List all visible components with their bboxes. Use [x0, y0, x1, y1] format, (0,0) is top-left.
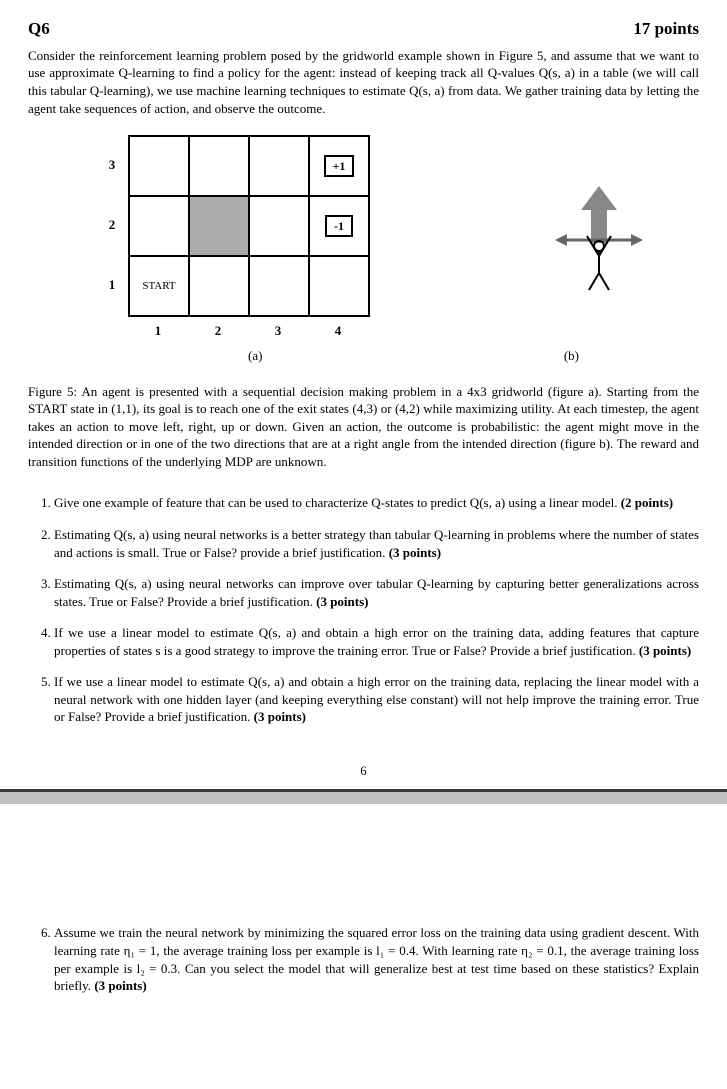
question-text: Estimating Q(s, a) using neural networks… [54, 527, 699, 560]
figure-sublabel-a: (a) [248, 347, 262, 365]
question-points: (2 points) [621, 495, 673, 510]
grid-cell-start: START [129, 256, 189, 316]
question-points: (3 points) [94, 978, 146, 993]
gridworld-y-axis: 3 2 1 [98, 135, 126, 315]
question-points: (3 points) [389, 545, 441, 560]
grid-cell [189, 256, 249, 316]
question-header: Q6 17 points [28, 18, 699, 41]
question-points: 17 points [633, 18, 699, 41]
question-text: Estimating Q(s, a) using neural networks… [54, 576, 699, 609]
question-text: Give one example of feature that can be … [54, 495, 617, 510]
y-axis-label: 2 [98, 195, 126, 255]
grid-cell-exit-plus: +1 [309, 136, 369, 196]
grid-cell [129, 196, 189, 256]
grid-cell-wall [189, 196, 249, 256]
grid-cell [249, 136, 309, 196]
figure-sublabel-row: (a) (b) [28, 345, 699, 365]
question-item: Assume we train the neural network by mi… [54, 924, 699, 994]
question-points: (3 points) [254, 709, 306, 724]
action-diagram [539, 178, 659, 303]
question-text: Assume we train the neural network by mi… [54, 925, 699, 993]
page-separator-shadow [0, 792, 727, 804]
reward-plus: +1 [324, 155, 355, 177]
start-label: START [142, 279, 175, 294]
figure-sublabel-b: (b) [564, 347, 579, 365]
question-item: Estimating Q(s, a) using neural networks… [54, 526, 699, 561]
question-points: (3 points) [316, 594, 368, 609]
question-item: If we use a linear model to estimate Q(s… [54, 673, 699, 726]
figure-caption: Figure 5: An agent is presented with a s… [28, 383, 699, 471]
figure-5: 3 2 1 +1 -1 ST [28, 135, 699, 345]
grid-cell-exit-minus: -1 [309, 196, 369, 256]
x-axis-label: 4 [308, 322, 368, 340]
page-number: 6 [28, 762, 699, 780]
y-axis-label: 1 [98, 255, 126, 315]
x-axis-label: 1 [128, 322, 188, 340]
y-axis-label: 3 [98, 135, 126, 195]
grid-cell [249, 256, 309, 316]
gridworld-x-axis: 1 2 3 4 [128, 322, 368, 340]
grid-cell [129, 136, 189, 196]
page: Q6 17 points Consider the reinforcement … [0, 0, 727, 1039]
grid-cell [189, 136, 249, 196]
grid-cell [249, 196, 309, 256]
x-axis-label: 2 [188, 322, 248, 340]
question-list-page2: Assume we train the neural network by mi… [28, 924, 699, 994]
question-item: If we use a linear model to estimate Q(s… [54, 624, 699, 659]
x-axis-label: 3 [248, 322, 308, 340]
action-diagram-svg [539, 178, 659, 298]
question-id: Q6 [28, 18, 50, 41]
question-item: Estimating Q(s, a) using neural networks… [54, 575, 699, 610]
reward-minus: -1 [325, 215, 353, 237]
question-points: (3 points) [639, 643, 691, 658]
question-list: Give one example of feature that can be … [28, 494, 699, 725]
question-text: If we use a linear model to estimate Q(s… [54, 674, 699, 724]
gridworld-grid: +1 -1 START [128, 135, 370, 317]
question-text: If we use a linear model to estimate Q(s… [54, 625, 699, 658]
intro-paragraph: Consider the reinforcement learning prob… [28, 47, 699, 117]
grid-cell [309, 256, 369, 316]
question-item: Give one example of feature that can be … [54, 494, 699, 512]
gridworld-diagram: 3 2 1 +1 -1 ST [98, 135, 378, 345]
